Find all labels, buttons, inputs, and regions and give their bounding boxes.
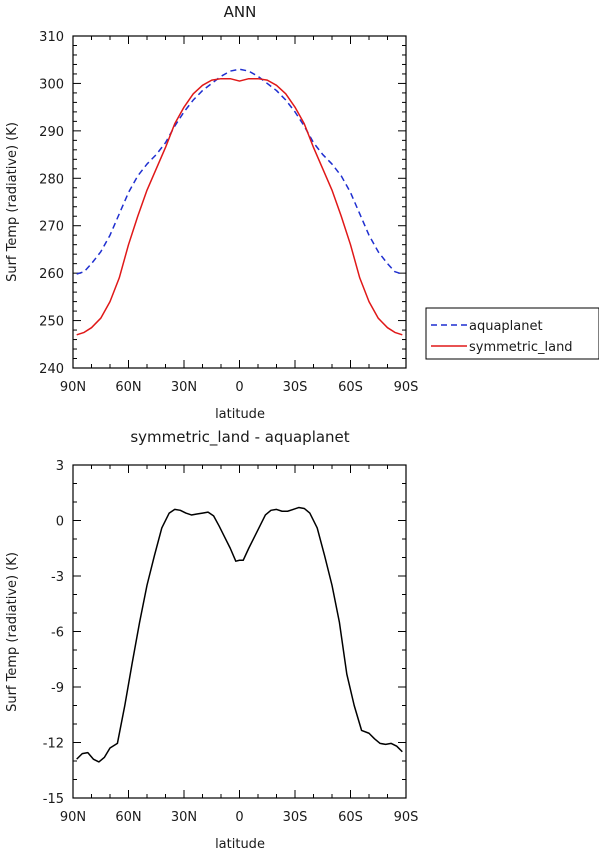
- top-y-tick-label: 270: [39, 220, 64, 235]
- bottom-series-line-difference: [76, 506, 403, 763]
- top-x-tick-label: 0: [235, 380, 243, 395]
- top-axis-ticks: 90N 60N 30N 0 30S 60S 90S 240 250 260 270 280 290 300…: [39, 30, 418, 395]
- bottom-panel: symmetric_land - aquaplanet 90N 60N 30N 0 30…: [5, 428, 418, 851]
- top-y-tick-label: 280: [39, 172, 64, 187]
- top-y-tick-label: 240: [39, 362, 64, 377]
- top-y-tick-label: 290: [39, 125, 64, 140]
- legend: aquaplanet symmetric_land: [425, 307, 599, 360]
- bottom-x-tick-label: 60S: [338, 810, 363, 825]
- bottom-series-layer: [76, 506, 403, 763]
- bottom-x-axis-label: latitude: [215, 837, 265, 851]
- legend-label-aquaplanet: aquaplanet: [469, 319, 543, 334]
- bottom-axis-ticks: 90N 60N 30N 0 30S 60S 90S 3 0 -3 -6 -9 -12 -15: [43, 459, 419, 825]
- bottom-y-tick-label: 0: [56, 515, 64, 530]
- bottom-y-tick-label: 3: [56, 459, 64, 474]
- bottom-x-tick-label: 30N: [171, 810, 197, 825]
- top-plot-frame: [72, 35, 407, 369]
- bottom-y-axis-label: Surf Temp (radiative) (K): [5, 552, 20, 712]
- legend-label-symmetric-land: symmetric_land: [469, 340, 573, 355]
- bottom-x-tick-label: 30S: [283, 810, 308, 825]
- top-y-tick-label: 250: [39, 315, 64, 330]
- top-x-tick-label: 90S: [394, 380, 419, 395]
- bottom-y-tick-label: -15: [43, 792, 64, 807]
- top-x-tick-label: 30N: [171, 380, 197, 395]
- top-panel: ANN 90N 60N 30N 0 30S 60S 90S 240 250 260 270 280 29…: [5, 3, 418, 422]
- top-x-tick-label: 60S: [338, 380, 363, 395]
- bottom-x-tick-label: 90S: [394, 810, 419, 825]
- bottom-chart-title: symmetric_land - aquaplanet: [130, 428, 349, 447]
- legend-box: [425, 307, 599, 360]
- bottom-x-tick-label: 60N: [115, 810, 141, 825]
- legend-items: aquaplanet symmetric_land: [431, 319, 573, 355]
- top-x-axis-label: latitude: [215, 407, 265, 422]
- top-y-tick-label: 260: [39, 267, 64, 282]
- bottom-y-tick-label: -12: [43, 737, 64, 752]
- top-y-tick-label: 300: [39, 77, 64, 92]
- top-x-tick-label: 60N: [115, 380, 141, 395]
- top-series-layer: [76, 68, 403, 336]
- bottom-y-tick-label: -9: [51, 681, 64, 696]
- top-y-axis-label: Surf Temp (radiative) (K): [5, 122, 20, 282]
- bottom-y-tick-label: -6: [51, 626, 64, 641]
- top-x-tick-label: 30S: [283, 380, 308, 395]
- top-series-line-symmetric-land: [76, 77, 403, 336]
- top-x-tick-label: 90N: [60, 380, 86, 395]
- bottom-x-tick-label: 0: [235, 810, 243, 825]
- bottom-plot-frame: [72, 464, 407, 799]
- bottom-y-tick-label: -3: [51, 570, 64, 585]
- top-series-line-aquaplanet: [76, 68, 403, 275]
- top-chart-title: ANN: [224, 3, 257, 21]
- top-y-tick-label: 310: [39, 30, 64, 45]
- bottom-x-tick-label: 90N: [60, 810, 86, 825]
